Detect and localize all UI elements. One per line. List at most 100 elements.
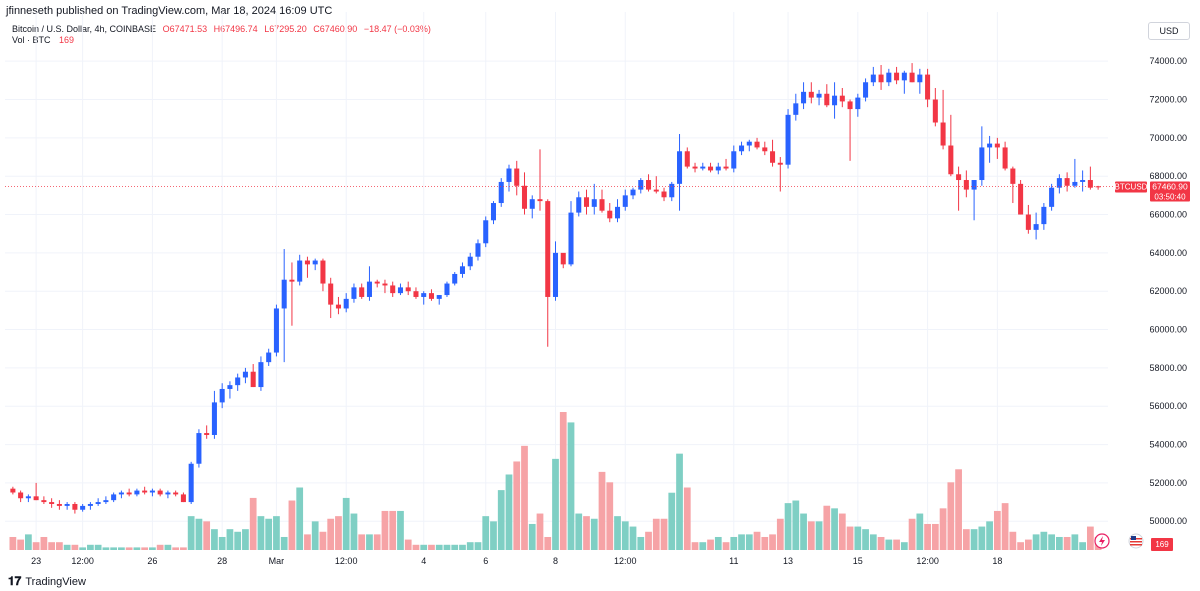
candle-body	[111, 494, 117, 501]
volume-bar	[970, 529, 978, 550]
candle-body	[878, 74, 884, 83]
y-tick-label: 56000.00	[1149, 401, 1187, 411]
volume-bar	[838, 513, 846, 550]
symbol-label[interactable]: Bitcoin / U.S. Dollar, 4h, COINBASE	[12, 24, 157, 34]
volume-bar	[87, 544, 94, 550]
volume-bar	[48, 542, 56, 550]
volume-bar	[218, 536, 226, 550]
candle-body	[320, 260, 326, 284]
y-tick-label: 58000.00	[1149, 363, 1187, 373]
volume-bar	[590, 518, 598, 550]
y-tick-label: 62000.00	[1149, 286, 1187, 296]
candle-body	[266, 352, 272, 363]
volume-bar	[637, 536, 645, 550]
candle-body	[746, 141, 752, 146]
candle-body	[715, 166, 721, 171]
volume-bar	[133, 547, 141, 550]
candle-body	[1080, 180, 1086, 182]
x-tick-label: 28	[217, 556, 227, 566]
candle-body	[917, 74, 923, 83]
volume-label[interactable]: Vol · BTC	[12, 35, 51, 45]
candle-body	[328, 283, 334, 305]
lightning-icon[interactable]	[1094, 533, 1110, 549]
volume-bar	[412, 544, 420, 550]
us-flag-icon[interactable]	[1128, 533, 1144, 549]
volume-bar	[327, 518, 335, 550]
volume-bar	[807, 521, 815, 550]
volume-bar	[187, 516, 195, 550]
candle-body	[490, 203, 497, 221]
candle-body	[529, 199, 535, 209]
candle-body	[940, 122, 946, 146]
high-value: H67496.74	[213, 24, 258, 34]
candle-body	[483, 220, 489, 244]
volume-bar	[451, 544, 459, 550]
candle-body	[677, 151, 683, 184]
candle-body	[514, 168, 520, 186]
volume-bar	[1086, 526, 1094, 550]
volume-bar	[583, 516, 590, 550]
low-value: L67295.20	[264, 24, 307, 34]
x-tick-label: 26	[147, 556, 157, 566]
volume-bar	[978, 526, 986, 550]
candle-body	[41, 500, 47, 503]
volume-bar	[32, 542, 40, 550]
volume-bar	[350, 513, 358, 550]
volume-bar	[621, 521, 629, 550]
candle-body	[870, 74, 876, 83]
candle-body	[18, 492, 24, 499]
volume-bar	[342, 497, 350, 550]
change-value: −18.47 (−0.03%)	[363, 24, 431, 34]
volume-bar	[1024, 539, 1032, 550]
tradingview-logo-icon[interactable]: 𝟏𝟕	[8, 574, 22, 588]
volume-bar	[1032, 534, 1040, 550]
volume-bar	[435, 544, 443, 550]
volume-bar	[288, 500, 296, 550]
volume-value: 169	[59, 35, 75, 45]
candle-body	[545, 201, 551, 297]
volume-bar	[761, 536, 769, 550]
volume-badge: 169	[1151, 538, 1173, 551]
volume-bar	[141, 547, 149, 550]
volume-bar	[358, 534, 366, 550]
volume-bar	[211, 529, 218, 550]
candle-body	[824, 93, 830, 106]
volume-bar	[273, 516, 280, 550]
volume-bar	[234, 531, 242, 550]
candle-body	[204, 433, 210, 435]
candle-body	[894, 72, 900, 81]
volume-bar	[714, 536, 722, 550]
volume-bar	[931, 523, 939, 550]
volume-bar	[1055, 536, 1063, 550]
candle-body	[1056, 178, 1062, 188]
x-tick-label: 11	[729, 556, 738, 566]
volume-bar	[707, 539, 714, 550]
candle-body	[692, 166, 698, 169]
candle-body	[498, 181, 504, 204]
candle-body	[1064, 178, 1070, 186]
volume-bar	[63, 544, 71, 550]
candle-body	[72, 503, 78, 510]
volume-bar	[939, 508, 947, 550]
volume-bar	[1009, 531, 1017, 550]
candle-body	[1033, 224, 1039, 230]
candle-body	[80, 505, 86, 510]
candle-body	[622, 195, 628, 207]
volume-bar	[102, 547, 110, 550]
currency-selector[interactable]: USD	[1148, 22, 1190, 40]
volume-bar	[443, 544, 451, 550]
volume-bar	[753, 531, 761, 550]
brand-name[interactable]: TradingView	[25, 575, 86, 588]
candle-body	[537, 199, 543, 202]
volume-bar	[156, 544, 164, 550]
volume-bar	[172, 547, 180, 550]
candle-body	[785, 114, 791, 165]
candle-body	[979, 147, 985, 181]
volume-bar	[513, 461, 521, 550]
candle-body	[134, 490, 140, 495]
volume-bar	[265, 518, 273, 550]
candle-body	[227, 385, 233, 389]
volume-bar	[521, 445, 528, 550]
y-tick-label: 52000.00	[1149, 478, 1187, 488]
